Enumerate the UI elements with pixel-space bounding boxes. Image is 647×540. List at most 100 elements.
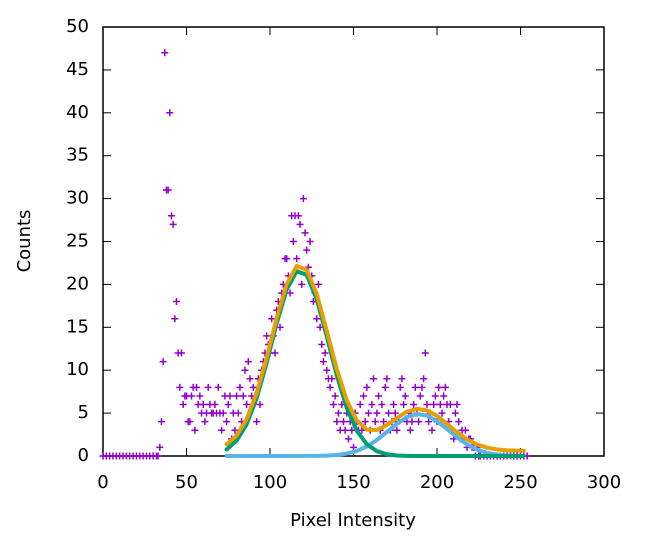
data-point (341, 426, 349, 434)
data-point (211, 401, 219, 409)
x-tick-label: 200 (420, 472, 454, 493)
data-point (289, 238, 297, 245)
y-tick-label: 15 (66, 316, 89, 337)
data-point (348, 426, 356, 434)
data-point (298, 280, 306, 288)
data-point (231, 426, 239, 434)
data-point (423, 401, 431, 409)
data-point (233, 392, 241, 400)
data-point (241, 366, 249, 374)
data-point (329, 401, 337, 409)
fit-curve (224, 263, 526, 453)
data-point (313, 315, 321, 323)
data-point (306, 238, 314, 245)
data-point (196, 392, 204, 400)
data-point (193, 383, 201, 391)
data-point (350, 443, 357, 451)
y-tick-label: 25 (66, 231, 89, 252)
data-point (365, 409, 373, 417)
data-point (344, 435, 352, 443)
data-point (326, 383, 334, 391)
data-point (428, 426, 436, 434)
data-point (299, 195, 307, 203)
x-tick-label: 150 (336, 472, 370, 493)
data-point (296, 220, 304, 228)
data-point (186, 418, 194, 426)
data-point (398, 375, 406, 383)
data-point (393, 426, 401, 434)
data-point (406, 426, 414, 434)
data-point (249, 383, 257, 391)
data-point (319, 358, 327, 366)
data-point (328, 375, 336, 383)
data-point (378, 401, 386, 409)
data-point (390, 401, 398, 409)
data-point (236, 383, 244, 391)
y-tick-label: 0 (78, 445, 89, 466)
data-point (375, 392, 383, 400)
data-point (360, 392, 368, 400)
data-point (157, 418, 165, 426)
data-point (416, 392, 424, 400)
data-point (371, 418, 379, 426)
data-point (400, 401, 408, 409)
data-point (156, 443, 164, 451)
x-tick-label: 300 (587, 472, 621, 493)
data-point (246, 375, 254, 383)
data-point (243, 401, 251, 409)
data-point (321, 349, 329, 357)
data-point (223, 418, 231, 426)
data-point (179, 401, 187, 409)
data-point (339, 418, 347, 426)
data-point (425, 418, 433, 426)
data-point (219, 409, 227, 417)
data-point (239, 392, 247, 400)
data-point (373, 409, 381, 417)
data-point (396, 383, 404, 391)
data-point (363, 383, 371, 391)
data-point (164, 186, 172, 194)
data-point (370, 375, 378, 383)
y-tick-label: 40 (66, 102, 89, 123)
data-point (256, 401, 264, 409)
data-point (271, 349, 279, 357)
data-point (154, 452, 162, 460)
data-point (159, 358, 167, 366)
data-point (318, 340, 326, 348)
data-point (333, 418, 341, 426)
y-tick-label: 45 (66, 59, 89, 80)
data-point (268, 315, 276, 323)
data-point (323, 366, 331, 374)
data-point (161, 49, 169, 57)
data-point (440, 392, 448, 400)
data-point (204, 383, 212, 391)
data-point (410, 401, 418, 409)
data-point (441, 383, 449, 391)
data-point (331, 392, 339, 400)
data-point (380, 418, 388, 426)
data-point (461, 426, 469, 434)
data-point (169, 220, 177, 228)
data-point (166, 109, 174, 117)
data-point (283, 255, 291, 263)
data-point (431, 392, 439, 400)
data-point (411, 383, 419, 391)
data-point (430, 401, 438, 409)
y-tick-label: 10 (66, 359, 89, 380)
data-point (293, 255, 301, 263)
data-point (167, 212, 175, 220)
data-point (435, 383, 443, 391)
x-tick-label: 50 (175, 472, 198, 493)
y-axis-label: Counts (14, 210, 35, 273)
data-point (418, 383, 426, 391)
data-point (172, 298, 180, 306)
data-point (263, 332, 271, 340)
x-tick-label: 100 (253, 472, 287, 493)
data-point (171, 315, 179, 323)
data-point (303, 246, 311, 254)
data-point (381, 383, 389, 391)
data-point (214, 383, 222, 391)
data-point (188, 392, 196, 400)
x-tick-label: 0 (97, 472, 108, 493)
